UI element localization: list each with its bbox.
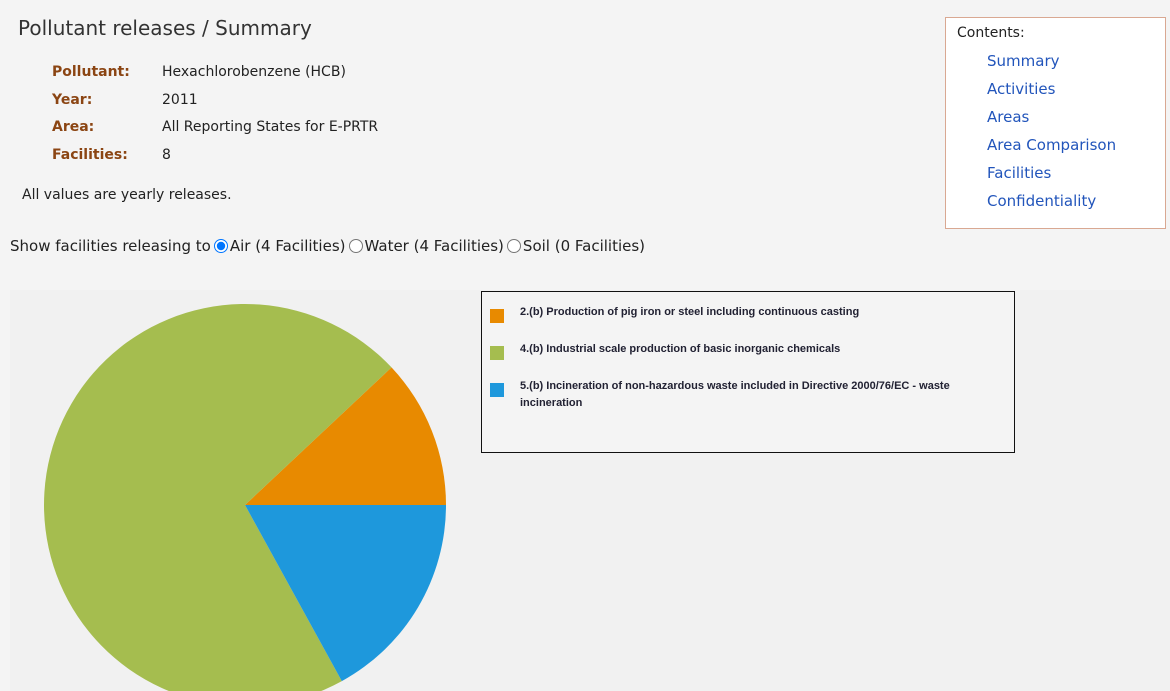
legend: 2.(b) Production of pig iron or steel in…: [481, 291, 1015, 453]
legend-item: 5.(b) Incineration of non-hazardous wast…: [490, 378, 970, 412]
contents-link[interactable]: Activities: [987, 80, 1056, 98]
contents-box: Contents: Summary Activities Areas Area Com…: [945, 17, 1166, 229]
legend-item: 2.(b) Production of pig iron or steel in…: [490, 304, 970, 323]
legend-item: 4.(b) Industrial scale production of bas…: [490, 341, 970, 360]
contents-link[interactable]: Summary: [987, 52, 1060, 70]
pie-slice: [245, 505, 446, 682]
contents-link[interactable]: Areas: [987, 108, 1030, 126]
radio-label[interactable]: Air (4 Facilities): [229, 237, 346, 255]
field-value: 8: [162, 146, 171, 163]
legend-swatch: [490, 309, 504, 323]
filter: Show facilities releasing to Air (4 Faci…: [10, 237, 645, 255]
field-label: Facilities:: [52, 146, 128, 163]
radio-label[interactable]: Water (4 Facilities): [364, 237, 504, 255]
contents-link[interactable]: Area Comparison: [987, 136, 1117, 154]
field-row: Pollutant: Hexachlorobenzene (HCB): [52, 62, 346, 82]
radio-button[interactable]: [213, 239, 228, 253]
legend-label: 5.(b) Incineration of non-hazardous wast…: [520, 380, 950, 409]
page-title: Pollutant releases / Summary: [18, 16, 312, 40]
filter-label: Show facilities releasing to: [10, 237, 211, 255]
contents-link[interactable]: Confidentiality: [987, 192, 1097, 210]
legend-swatch: [490, 346, 504, 360]
field-value: All Reporting States for E-PRTR: [162, 119, 379, 135]
field-label: Year:: [52, 91, 93, 108]
contents-title: Contents:: [957, 25, 1025, 41]
contents-link[interactable]: Facilities: [987, 164, 1052, 182]
radio-label[interactable]: Soil (0 Facilities): [522, 237, 646, 255]
legend-label: 2.(b) Production of pig iron or steel in…: [520, 306, 860, 318]
field-row: Area: All Reporting States for E-PRTR: [52, 117, 378, 137]
field-row: Year: 2011: [52, 90, 198, 110]
field-label: Area:: [52, 119, 95, 135]
pie-slice: [245, 367, 446, 505]
radio-button[interactable]: [506, 239, 521, 253]
field-row: Facilities: 8: [52, 145, 171, 165]
legend-swatch: [490, 383, 504, 397]
field-value: Hexachlorobenzene (HCB): [162, 64, 346, 80]
field-label: Pollutant:: [52, 64, 130, 80]
pie-slice: [44, 304, 392, 691]
radio-button[interactable]: [348, 239, 363, 253]
legend-label: 4.(b) Industrial scale production of bas…: [520, 343, 841, 355]
note: All values are yearly releases.: [22, 187, 232, 203]
field-value: 2011: [162, 91, 198, 108]
